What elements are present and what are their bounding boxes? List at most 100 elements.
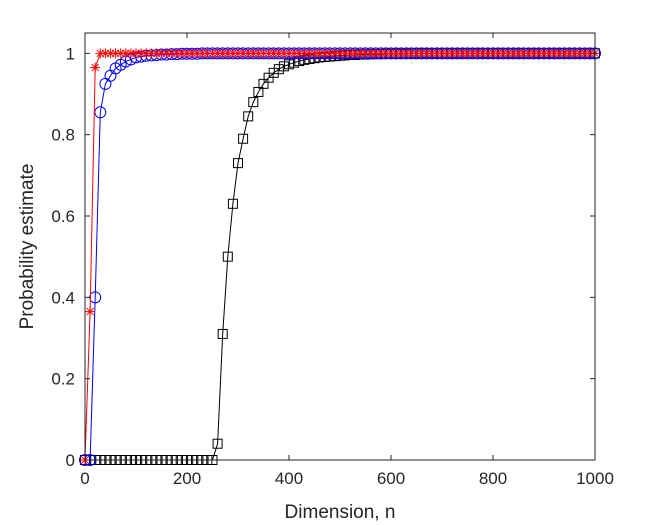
tick-layer: 0 200 400 600 800 1000 0 0.2 0.4 0.6 0.8 1 — [51, 33, 614, 488]
data-point-square — [243, 111, 254, 122]
data-point-asterisk — [324, 48, 335, 59]
data-point-asterisk — [115, 48, 126, 59]
data-point-asterisk — [467, 48, 478, 59]
data-point-asterisk — [156, 48, 167, 59]
data-point-asterisk — [345, 48, 356, 59]
data-point-asterisk — [278, 48, 289, 59]
data-point-asterisk — [431, 48, 442, 59]
data-point-asterisk — [187, 48, 198, 59]
data-point-asterisk — [472, 48, 483, 59]
data-point-asterisk — [182, 48, 192, 59]
data-point-asterisk — [508, 48, 519, 59]
data-point-square — [233, 158, 243, 169]
data-point-asterisk — [544, 48, 555, 59]
data-point-asterisk — [391, 48, 402, 59]
y-tick-label: 1 — [66, 44, 75, 63]
data-point-asterisk — [125, 48, 136, 59]
data-point-asterisk — [238, 48, 249, 59]
x-tick-label: 0 — [80, 469, 89, 488]
data-point-square — [273, 64, 284, 75]
data-point-asterisk — [161, 48, 172, 59]
data-point-asterisk — [442, 48, 453, 59]
data-point-asterisk — [222, 48, 233, 59]
data-point-asterisk — [421, 48, 432, 59]
data-point-asterisk — [304, 48, 315, 59]
x-tick-label: 400 — [275, 469, 303, 488]
data-point-asterisk — [141, 48, 152, 59]
data-point-asterisk — [273, 48, 284, 59]
data-point-asterisk — [212, 48, 223, 59]
x-tick-label: 600 — [377, 469, 405, 488]
data-point-square — [278, 61, 289, 72]
data-point-asterisk — [559, 48, 570, 59]
data-point-asterisk — [105, 48, 116, 59]
data-point-square — [227, 198, 238, 209]
x-tick-label: 200 — [173, 469, 201, 488]
data-point-asterisk — [574, 48, 585, 59]
data-point-asterisk — [258, 48, 269, 59]
plot-area — [85, 33, 595, 460]
data-point-asterisk — [95, 48, 106, 59]
data-point-asterisk — [217, 48, 228, 59]
x-tick-label: 800 — [479, 469, 507, 488]
data-point-asterisk — [355, 48, 366, 59]
data-point-asterisk — [533, 48, 544, 59]
data-point-asterisk — [488, 48, 498, 59]
y-tick-label: 0.2 — [51, 370, 75, 389]
data-point-asterisk — [248, 48, 259, 59]
data-point-asterisk — [477, 48, 488, 59]
data-point-asterisk — [120, 48, 131, 59]
data-point-asterisk — [227, 48, 238, 59]
data-point-asterisk — [299, 48, 310, 59]
x-tick-label: 1000 — [576, 469, 614, 488]
data-point-asterisk — [396, 48, 407, 59]
data-point-asterisk — [309, 48, 320, 59]
data-point-asterisk — [579, 48, 590, 59]
data-point-asterisk — [176, 48, 187, 59]
data-point-asterisk — [171, 48, 182, 59]
data-point-asterisk — [554, 48, 565, 59]
data-point-square — [217, 328, 228, 339]
data-point-asterisk — [406, 48, 417, 59]
data-point-square — [212, 438, 223, 449]
data-point-asterisk — [340, 48, 351, 59]
data-point-asterisk — [437, 48, 447, 59]
data-point-asterisk — [207, 48, 218, 59]
data-point-asterisk — [375, 48, 386, 59]
data-point-asterisk — [462, 48, 473, 59]
data-point-asterisk — [498, 48, 509, 59]
y-tick-label: 0 — [66, 451, 75, 470]
data-point-square — [248, 97, 259, 108]
data-point-asterisk — [146, 48, 157, 59]
data-point-asterisk — [335, 48, 345, 59]
data-point-asterisk — [319, 48, 330, 59]
data-point-square — [253, 86, 264, 97]
data-point-asterisk — [503, 48, 514, 59]
y-tick-label: 0.6 — [51, 207, 75, 226]
data-point-asterisk — [263, 48, 274, 59]
data-point-asterisk — [131, 48, 141, 59]
data-point-asterisk — [493, 48, 504, 59]
data-point-asterisk — [268, 48, 279, 59]
data-point-asterisk — [569, 48, 580, 59]
data-point-square — [284, 59, 294, 70]
data-point-square — [238, 133, 249, 144]
data-point-square — [268, 67, 279, 78]
data-point-asterisk — [350, 48, 361, 59]
data-point-asterisk — [457, 48, 468, 59]
data-point-asterisk — [523, 48, 534, 59]
data-point-asterisk — [549, 48, 560, 59]
data-point-asterisk — [584, 48, 595, 59]
data-point-asterisk — [482, 48, 493, 59]
data-point-asterisk — [518, 48, 529, 59]
data-point-asterisk — [151, 48, 162, 59]
data-point-asterisk — [370, 48, 381, 59]
data-point-asterisk — [233, 48, 243, 59]
data-point-asterisk — [166, 48, 177, 59]
y-axis-label: Probability estimate — [17, 164, 38, 330]
data-point-asterisk — [365, 48, 376, 59]
data-point-asterisk — [528, 48, 539, 59]
y-tick-label: 0.4 — [51, 288, 75, 307]
data-point-asterisk — [243, 48, 254, 59]
